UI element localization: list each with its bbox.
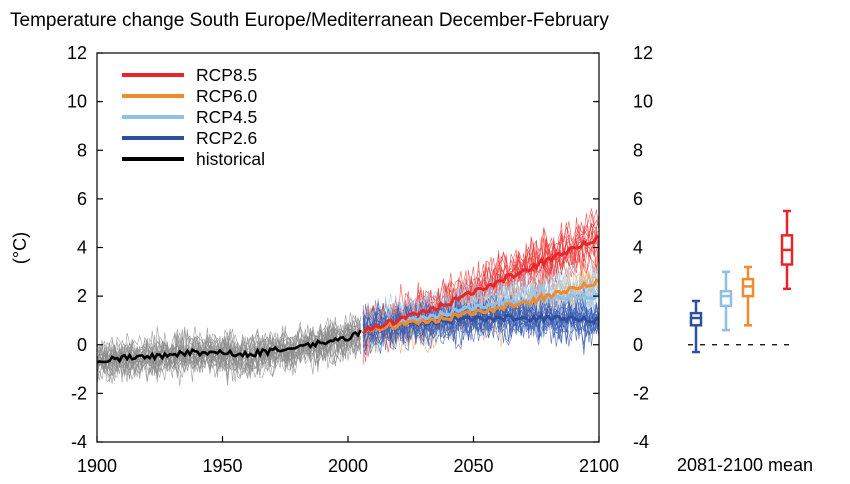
y-tick-label-right: 6 [633,189,643,209]
y-axis-label: (°C) [10,232,30,264]
mean-line-rcp6-0 [362,278,599,335]
y-tick-label-right: 10 [633,92,653,112]
y-tick-label-left: 8 [77,140,87,160]
legend-label-historical: historical [196,149,265,169]
mean-line-rcp4-5 [362,291,599,335]
y-tick-label-right: -2 [633,383,649,403]
y-tick-label-left: 0 [77,335,87,355]
mean-lines [97,235,599,364]
y-tick-label-left: -2 [71,383,87,403]
legend-label-rcp8-5: RCP8.5 [196,65,257,85]
ensemble-member-rcp2-6 [362,302,599,352]
y-tick-label-left: 4 [77,238,87,258]
x-tick-label: 1900 [77,456,117,476]
y-tick-label-left: -4 [71,432,87,452]
y-tick-label-right: -4 [633,432,649,452]
inset-box-rcp4-5 [719,290,733,308]
y-tick-label-left: 6 [77,189,87,209]
y-tick-label-left: 12 [67,43,87,63]
chart-title: Temperature change South Europe/Mediterr… [10,10,609,31]
ensemble-member-rcp2-6 [362,294,599,342]
ensemble-members [97,208,599,386]
y-tick-label-right: 2 [633,286,643,306]
ensemble-member-rcp4-5 [362,273,599,342]
y-tick-label-left: 10 [67,92,87,112]
ensemble-member-historical [97,323,361,378]
axes: 1900 1950 2000 2050 2100 -4 -4 -2 -2 0 0 2 2 4 4 6 6 8 8 10… [67,43,653,476]
x-tick-label: 2000 [328,456,368,476]
ensemble-member-rcp2-6 [362,302,599,343]
mean-line-historical [97,329,362,364]
legend-label-rcp4-5: RCP4.5 [196,107,257,127]
x-tick-label: 2100 [579,456,619,476]
legend-label-rcp2-6: RCP2.6 [196,128,257,148]
ensemble-member-historical [97,328,361,382]
x-tick-label: 1950 [202,456,242,476]
inset-boxplots [688,209,795,354]
y-tick-label-right: 8 [633,140,643,160]
plot-frame [96,52,600,443]
y-tick-label-left: 2 [77,286,87,306]
y-tick-label-right: 12 [633,43,653,63]
mean-line-rcp8-5 [362,235,599,335]
y-tick-label-right: 4 [633,238,643,258]
legend-label-rcp6-0: RCP6.0 [196,86,258,106]
y-tick-label-right: 0 [633,335,643,355]
inset-label: 2081-2100 mean [677,455,813,475]
x-tick-label: 2050 [453,456,493,476]
